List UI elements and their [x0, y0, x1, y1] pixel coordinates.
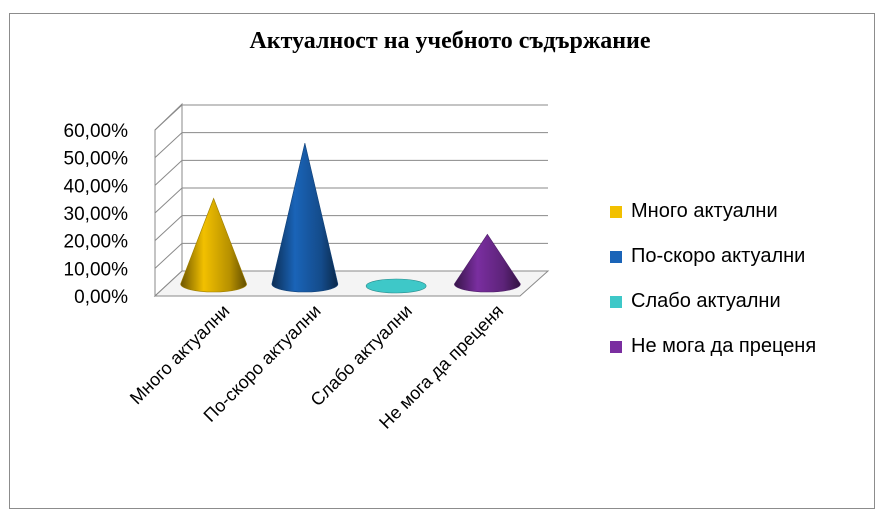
cone-bar — [180, 197, 247, 293]
legend-label: По-скоро актуални — [631, 245, 806, 267]
y-tick-label: 20,00% — [64, 232, 129, 253]
y-tick-label: 50,00% — [64, 149, 129, 170]
cone-bar — [271, 142, 339, 293]
gridline — [154, 242, 548, 269]
y-tick-label: 40,00% — [64, 176, 129, 197]
legend-label: Много актуални — [631, 200, 778, 222]
y-tick-label: 0,00% — [74, 287, 128, 308]
cone-bar — [454, 233, 521, 293]
legend-label: Слабо актуални — [631, 290, 781, 312]
y-tick-label: 30,00% — [64, 204, 129, 225]
legend-swatch — [610, 206, 622, 218]
y-tick-label: 60,00% — [64, 121, 129, 142]
floor — [153, 270, 550, 297]
legend-swatch — [610, 251, 622, 263]
x-tick-label: Много актуални — [126, 301, 233, 408]
legend-label: Не мога да преценя — [631, 335, 817, 357]
gridline — [154, 104, 548, 131]
gridline — [154, 159, 548, 186]
gridline — [154, 132, 548, 159]
legend-swatch — [610, 296, 622, 308]
cone-bar — [365, 278, 427, 294]
gridline — [154, 187, 548, 214]
legend-swatch — [610, 341, 622, 353]
y-tick-label: 10,00% — [64, 259, 129, 280]
gridline — [154, 215, 548, 242]
chart-title: Актуалност на учебното съдържание — [249, 28, 651, 54]
